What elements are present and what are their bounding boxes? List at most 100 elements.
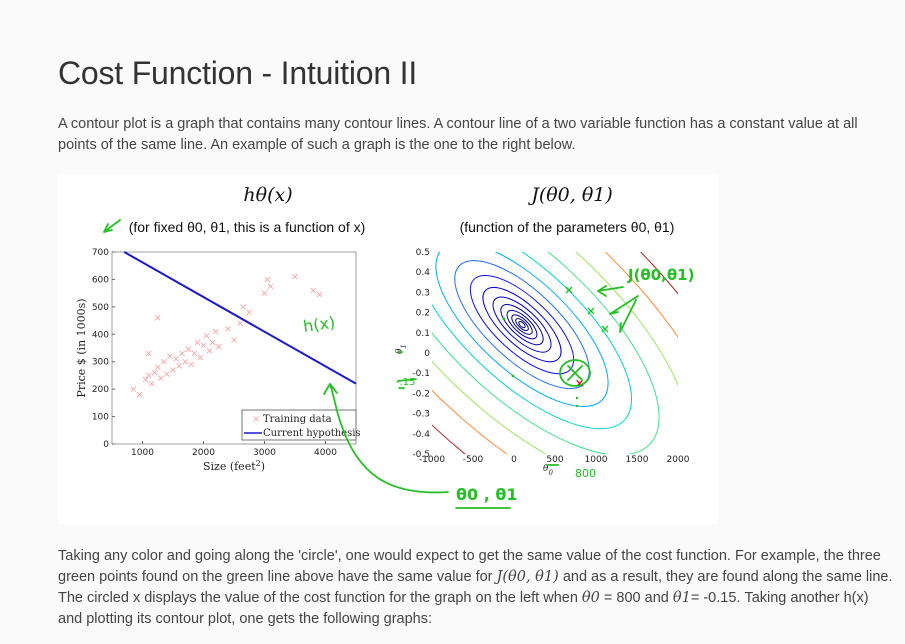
y-tick-label: -0.4 bbox=[412, 430, 430, 440]
training-data-point bbox=[157, 375, 164, 381]
training-data-point bbox=[179, 350, 185, 357]
training-data-point bbox=[292, 273, 298, 280]
left-x-axis-label: Size (feet2) bbox=[203, 459, 265, 474]
x-tick-label: 1500 bbox=[626, 455, 649, 465]
left-plot-marks bbox=[123, 251, 357, 398]
training-data-point bbox=[200, 342, 207, 349]
training-data-point bbox=[142, 376, 149, 383]
intro-paragraph: A contour plot is a graph that contains … bbox=[58, 116, 858, 153]
training-data-point bbox=[264, 276, 271, 283]
training-data-point bbox=[246, 309, 253, 316]
training-data-point bbox=[191, 350, 198, 357]
right-plot-ticks: -1000 -500 0 500 1000 1500 2000 -0.5 -0.4 -0.3 -0.… bbox=[412, 248, 689, 465]
body-math-theta1: θ1 bbox=[672, 590, 691, 606]
right-plot-subtitle: (function of the parameters θ0, θ1) bbox=[460, 219, 675, 235]
y-tick-label: 0.5 bbox=[416, 248, 430, 258]
x-tick-label: 500 bbox=[546, 455, 563, 465]
annotation-theta1-value: -.15 bbox=[396, 377, 416, 388]
training-data-point bbox=[154, 315, 161, 321]
training-data-point bbox=[267, 283, 274, 290]
contour-ring bbox=[432, 252, 633, 430]
training-data-point bbox=[261, 290, 268, 296]
y-tick-label: 200 bbox=[92, 385, 109, 395]
training-data-point bbox=[161, 358, 167, 365]
contour-ring bbox=[432, 252, 660, 454]
x-tick-label: -1000 bbox=[419, 455, 445, 465]
contour-ring bbox=[435, 252, 609, 408]
training-data-point bbox=[197, 354, 204, 361]
left-plot-legend: × Training data Current hypothesis bbox=[241, 409, 361, 441]
y-tick-label: 0.4 bbox=[416, 268, 431, 278]
training-data-point bbox=[182, 358, 189, 365]
contour-ring bbox=[511, 314, 533, 335]
green-annotations bbox=[103, 219, 639, 509]
training-data-point bbox=[185, 346, 192, 353]
x-tick-label: 1000 bbox=[585, 455, 608, 465]
hypothesis-line bbox=[123, 251, 357, 385]
contour-ring bbox=[518, 321, 526, 329]
body-text-2: and as a result, they are found along th… bbox=[58, 569, 893, 606]
training-data-point bbox=[154, 364, 161, 371]
contour-ring bbox=[469, 274, 575, 375]
training-data-point bbox=[145, 350, 152, 357]
training-data-point bbox=[215, 343, 222, 350]
x-tick-label: 2000 bbox=[667, 455, 690, 465]
x-tick-label: 0 bbox=[511, 455, 517, 465]
training-data-point bbox=[206, 347, 213, 354]
left-plot-title: hθ(x) bbox=[243, 184, 292, 206]
training-data-point bbox=[194, 339, 201, 346]
annotation-hx: h(x) bbox=[302, 313, 336, 336]
body-text-1: Taking any color and going along the 'ci… bbox=[58, 548, 881, 585]
y-tick-label: -0.1 bbox=[412, 369, 430, 379]
body-math-j: J(θ0, θ1) bbox=[496, 569, 559, 585]
y-tick-label: -0.2 bbox=[412, 389, 430, 399]
training-data-point bbox=[316, 291, 323, 298]
training-data-point bbox=[225, 325, 231, 332]
right-plot-title: J(θ0, θ1) bbox=[527, 184, 613, 206]
body-text-4: = -0.15. Taking another h(x) and plottin… bbox=[58, 590, 869, 627]
figure-svg: hθ(x) (for fixed θ0, θ1, this is a funct… bbox=[75, 184, 694, 509]
training-data-point bbox=[209, 339, 216, 346]
training-data-point bbox=[212, 328, 219, 335]
y-tick-label: -0.3 bbox=[412, 410, 430, 420]
contour-ring bbox=[500, 304, 544, 346]
y-tick-label: 400 bbox=[92, 330, 109, 340]
y-tick-label: -0.5 bbox=[412, 450, 430, 460]
legend-current-hypothesis: Current hypothesis bbox=[263, 428, 361, 439]
body-math-theta0: θ0 bbox=[581, 590, 600, 606]
y-tick-label: 700 bbox=[92, 248, 109, 258]
left-plot-subtitle: (for fixed θ0, θ1, this is a function of… bbox=[129, 219, 366, 235]
training-data-point bbox=[136, 391, 143, 398]
annotation-j-label: J(θ0,θ1) bbox=[627, 266, 694, 284]
training-data-point bbox=[203, 332, 210, 339]
x-tick-label: 3000 bbox=[253, 448, 276, 458]
y-tick-label: 0.2 bbox=[416, 309, 430, 319]
training-data-point bbox=[188, 361, 195, 368]
body-text-3: = 800 and bbox=[603, 590, 669, 606]
y-tick-label: 500 bbox=[92, 303, 109, 313]
y-tick-label: 300 bbox=[92, 358, 109, 368]
svg-text:×: × bbox=[252, 414, 260, 425]
training-data-point bbox=[240, 304, 246, 310]
green-dots bbox=[502, 317, 579, 408]
y-tick-label: 0 bbox=[424, 349, 430, 359]
cost-function-figure: hθ(x) (for fixed θ0, θ1, this is a funct… bbox=[58, 174, 718, 524]
training-data-point bbox=[173, 356, 179, 362]
x-tick-label: 2000 bbox=[192, 448, 215, 458]
x-tick-label: 1000 bbox=[131, 448, 154, 458]
training-data-point bbox=[148, 380, 155, 387]
y-tick-label: 0.1 bbox=[416, 329, 430, 339]
legend-training-data: Training data bbox=[263, 414, 332, 425]
x-tick-label: 4000 bbox=[314, 448, 337, 458]
contour-ring bbox=[506, 309, 538, 340]
left-plot-ticks: 1000 2000 3000 4000 0 100 200 300 400 500 600 700 bbox=[92, 248, 337, 458]
training-data-point bbox=[164, 371, 170, 377]
training-data-point bbox=[237, 320, 243, 327]
page-title: Cost Function - Intuition II bbox=[58, 55, 418, 91]
training-data-point bbox=[310, 287, 317, 294]
green-x-marks bbox=[565, 286, 609, 333]
contour-ring bbox=[432, 252, 678, 454]
contour-ring bbox=[482, 286, 562, 363]
right-y-axis-label: θ1 bbox=[395, 344, 408, 354]
left-plot-axes bbox=[111, 251, 357, 445]
